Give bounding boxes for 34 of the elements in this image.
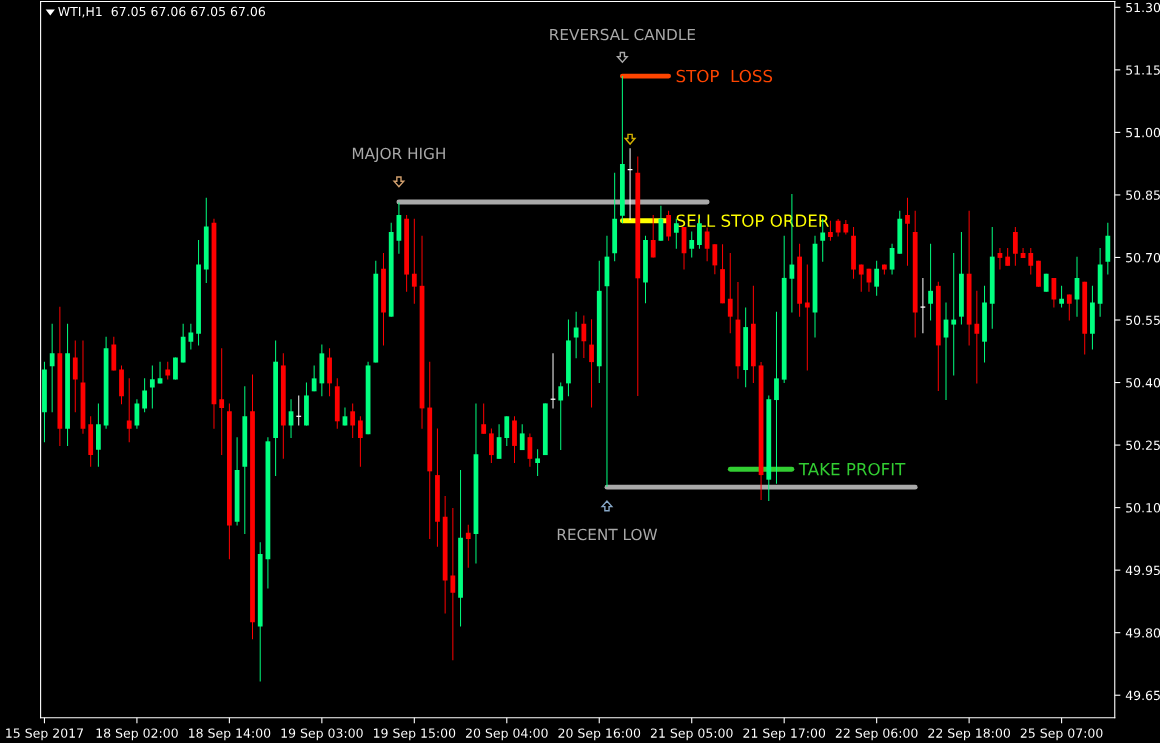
- x-tick-label: 22 Sep 18:00: [928, 728, 1011, 741]
- y-tick-label: 49.95: [1125, 565, 1160, 576]
- candlestick: [920, 277, 926, 334]
- annotation: REVERSAL CANDLE: [550, 28, 696, 41]
- x-tick-label: 15 Sep 2017: [6, 728, 83, 741]
- y-tick-label: 50.40: [1126, 378, 1160, 388]
- y-tick-label: 50.25: [1126, 440, 1160, 451]
- y-tick-label: 51.30: [1126, 2, 1160, 13]
- text: MAJOR HIGH: [352, 147, 445, 163]
- x-tick-label: 21 Sep 05:00: [650, 728, 733, 741]
- candlestick: [219, 348, 225, 456]
- series-label: TAKE PROFIT: [798, 462, 906, 476]
- x-tick-label: 20 Sep 16:00: [558, 728, 641, 741]
- series-label: STOP LOSS: [676, 69, 773, 83]
- x-tick-label: 18 Sep 14:00: [189, 728, 271, 741]
- y-tick-label: 49.65: [1125, 690, 1160, 701]
- y-tick-label: 50.85: [1126, 190, 1160, 200]
- y-tick-label: 51.15: [1126, 65, 1160, 75]
- y-tick-label: 50.55: [1126, 315, 1160, 325]
- x-tick-label: 25 Sep 07:00: [1020, 728, 1103, 741]
- x-tick-label: 21 Sep 17:00: [743, 728, 826, 741]
- candlestick: [804, 264, 810, 371]
- y-tick-label: 51.00: [1126, 127, 1160, 138]
- y-tick-label: 49.80: [1125, 628, 1160, 638]
- x-tick-label: 19 Sep 03:00: [281, 728, 363, 741]
- x-tick-label: 20 Sep 04:00: [465, 728, 548, 741]
- x-tick-label: 22 Sep 06:00: [835, 728, 918, 741]
- candlestick: [951, 252, 957, 376]
- x-tick-label: 19 Sep 15:00: [373, 728, 456, 741]
- x-tick-label: 18 Sep 02:00: [96, 728, 178, 741]
- chart-title: WTI,H1 67.05 67.06 67.05 67.06: [58, 6, 266, 18]
- y-tick-label: 50.10: [1126, 503, 1160, 513]
- text: RECENT LOW: [557, 528, 658, 541]
- y-tick-label: 50.70: [1126, 252, 1160, 263]
